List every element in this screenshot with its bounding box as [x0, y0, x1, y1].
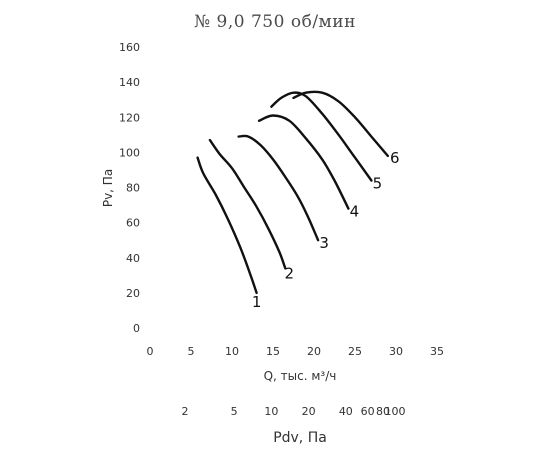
- y-tick-label: 160: [119, 41, 140, 54]
- curve-label-2: 2: [285, 264, 295, 282]
- curve-5: [270, 91, 373, 182]
- secondary-tick-label: 40: [339, 405, 353, 418]
- chart-title: № 9,0 750 об/мин: [194, 12, 356, 32]
- curve-label-4: 4: [350, 203, 360, 221]
- secondary-axis-label: Pdv, Па: [273, 430, 327, 446]
- curve-1: [196, 156, 258, 295]
- secondary-tick-label: 2: [182, 405, 189, 418]
- x-tick-label: 30: [389, 345, 403, 358]
- y-tick-label: 20: [126, 287, 140, 300]
- secondary-tick-label: 10: [264, 405, 278, 418]
- x-tick-label: 0: [147, 345, 154, 358]
- y-tick-label: 40: [126, 252, 140, 265]
- y-tick-label: 60: [126, 217, 140, 230]
- y-tick-label: 80: [126, 182, 140, 195]
- x-tick-label: 20: [307, 345, 321, 358]
- curve-label-5: 5: [373, 174, 383, 192]
- curve-3: [237, 134, 320, 242]
- x-tick-label: 5: [188, 345, 195, 358]
- curve-labels: 1 2 3 456: [252, 149, 400, 311]
- secondary-tick-label: 5: [231, 405, 238, 418]
- curve-4: [257, 114, 350, 210]
- curve-label-3: 3: [319, 234, 329, 252]
- y-tick-label: 120: [119, 111, 140, 124]
- secondary-tick-label: 100: [385, 405, 406, 418]
- curve-label-1: 1: [252, 293, 262, 311]
- curve-label-6: 6: [390, 149, 400, 167]
- y-tick-label: 100: [119, 146, 140, 159]
- y-tick-label: 0: [133, 322, 140, 335]
- curve-2: [208, 138, 287, 270]
- x-tick-label: 15: [266, 345, 280, 358]
- x-tick-label: 25: [348, 345, 362, 358]
- y-tick-label: 140: [119, 76, 140, 89]
- y-axis-label: Pv, Па: [101, 169, 115, 207]
- x-tick-label: 10: [225, 345, 239, 358]
- secondary-tick-label: 20: [302, 405, 316, 418]
- performance-curves: [196, 90, 389, 295]
- x-axis-label: Q, тыс. м³/ч: [264, 369, 337, 383]
- secondary-tick-label: 80: [376, 405, 390, 418]
- curve-6: [292, 90, 389, 158]
- secondary-tick-label: 60: [361, 405, 375, 418]
- x-tick-label: 35: [430, 345, 444, 358]
